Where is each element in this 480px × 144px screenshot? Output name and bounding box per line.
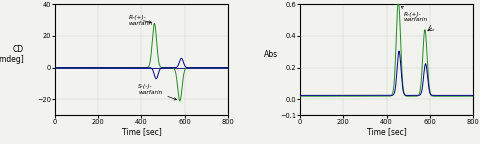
Y-axis label: CD
[mdeg]: CD [mdeg] bbox=[0, 44, 24, 64]
X-axis label: Time [sec]: Time [sec] bbox=[367, 127, 407, 136]
Text: S-(-)-
warfarin: S-(-)- warfarin bbox=[138, 84, 177, 100]
X-axis label: Time [sec]: Time [sec] bbox=[121, 127, 161, 136]
Y-axis label: Abs: Abs bbox=[264, 50, 278, 59]
Text: R-(+)-
warfarin: R-(+)- warfarin bbox=[129, 15, 153, 26]
Text: R-(+)-
warfarin: R-(+)- warfarin bbox=[401, 6, 428, 22]
